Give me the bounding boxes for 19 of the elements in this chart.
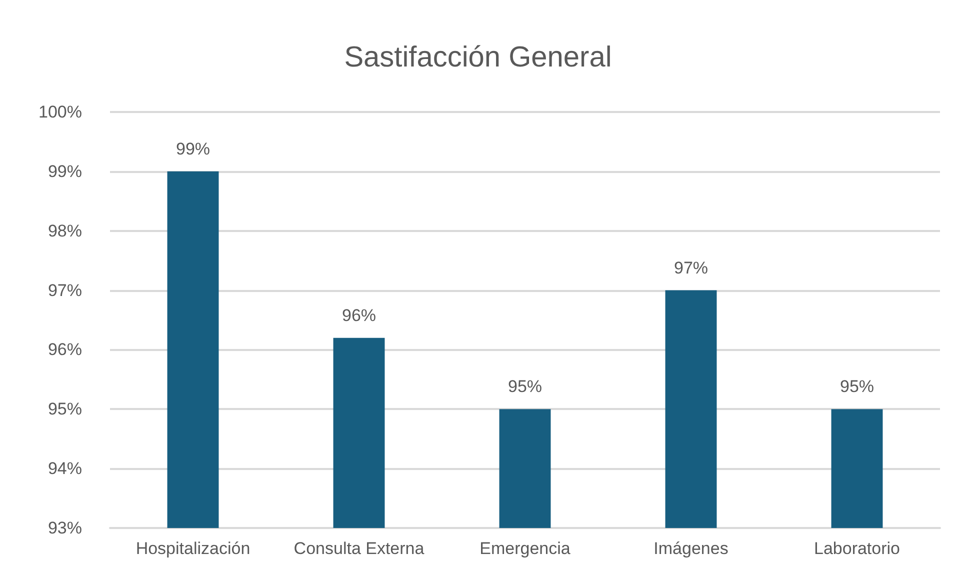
y-tick-label: 100% <box>38 102 82 122</box>
x-tick-label: Hospitalización <box>136 539 250 558</box>
data-label: 97% <box>674 258 708 278</box>
y-tick-label: 95% <box>48 400 82 419</box>
y-tick-label: 98% <box>48 221 82 240</box>
y-tick-label: 99% <box>48 162 82 181</box>
y-tick-label: 96% <box>48 340 82 360</box>
data-label: 99% <box>176 139 210 158</box>
y-tick-label: 94% <box>48 459 82 478</box>
data-label: 95% <box>840 377 874 396</box>
x-tick-label: Consulta Externa <box>294 539 425 558</box>
data-label: 96% <box>342 306 376 325</box>
data-label: 95% <box>508 377 542 396</box>
y-tick-label: 93% <box>48 518 82 538</box>
x-tick-label: Imágenes <box>654 539 728 558</box>
x-tick-label: Emergencia <box>480 539 571 558</box>
y-tick-label: 97% <box>48 280 82 300</box>
chart-title: Sastifacción General <box>344 42 612 74</box>
x-tick-label: Laboratorio <box>814 539 900 558</box>
